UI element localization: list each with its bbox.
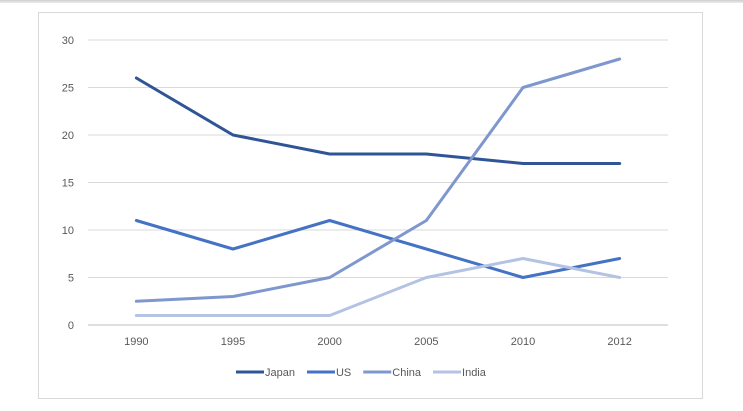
x-tick-label: 2010 [511,336,535,348]
y-tick-label: 5 [68,273,74,285]
series-line-china [134,57,622,303]
legend-label: Japan [265,367,295,379]
legend-label: US [336,367,351,379]
legend-label: India [462,367,487,379]
series-lines [134,57,622,317]
series-line-us [134,219,622,279]
legend-item-japan: Japan [236,367,295,379]
x-tick-label: 2012 [607,336,631,348]
x-tick-label: 2005 [414,336,438,348]
chart-frame [38,12,703,399]
top-border [0,0,743,3]
legend-item-us: US [306,367,351,379]
x-tick-label: 1995 [221,336,245,348]
x-axis-ticks: 1990 1995 2000 2005 2010 2012 [124,336,632,348]
legend-label: China [392,367,422,379]
y-tick-label: 30 [62,35,74,47]
y-axis-ticks: 0 5 10 15 20 25 30 [62,35,74,332]
y-tick-label: 10 [62,225,74,237]
x-tick-label: 1990 [124,336,148,348]
gridlines [88,39,668,326]
y-tick-label: 20 [62,130,74,142]
legend-item-india: India [433,367,487,379]
y-tick-label: 0 [68,320,74,332]
legend-item-china: China [363,367,422,379]
series-line-india [134,257,622,317]
legend: Japan US China India [236,367,487,379]
y-tick-label: 15 [62,178,74,190]
series-line-japan [134,76,622,165]
y-tick-label: 25 [62,83,74,95]
x-tick-label: 2000 [317,336,341,348]
